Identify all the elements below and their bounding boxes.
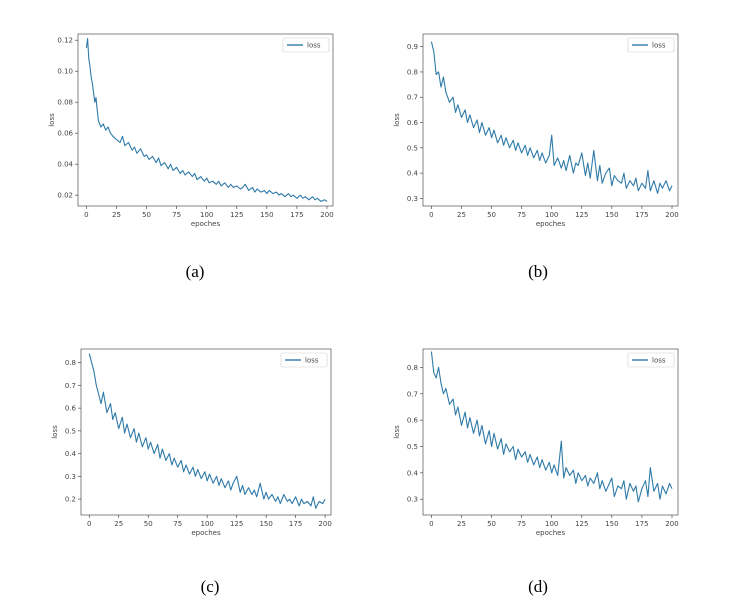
series-line-loss <box>88 353 326 509</box>
x-tick-label: 175 <box>289 520 302 528</box>
legend-box <box>627 37 675 53</box>
plot-frame <box>422 348 679 516</box>
y-tick-label: 0.6 <box>65 405 77 413</box>
x-tick-label: 175 <box>635 211 648 219</box>
y-tick-label: 0.7 <box>407 94 418 102</box>
caption-c: (c) <box>200 577 220 596</box>
y-axis-label: loss <box>393 113 401 127</box>
legend-box <box>282 37 330 53</box>
caption-a: (a) <box>185 262 205 281</box>
chart-panel-b: 0 25 50 75 100 125 150 175 200 0.9 0.8 0.7 0.6 0.5 0.4… <box>383 28 693 238</box>
chart-svg: 0 25 50 75 100 125 150 175 200 0.12 0.10 0.08 0.06 0.… <box>48 33 334 228</box>
y-tick-label: 0.4 <box>407 469 419 477</box>
y-tick-label: 0.5 <box>407 144 418 152</box>
x-tick-label: 25 <box>114 520 123 528</box>
x-tick-label: 100 <box>545 520 558 528</box>
y-tick-label: 0.08 <box>57 99 73 107</box>
x-axis-label: epoches <box>536 529 566 537</box>
x-tick-label: 0 <box>84 211 88 219</box>
chart-svg: 0 25 50 75 100 125 150 175 200 0.8 0.7 0.6 0.5 0.4 0.3… <box>393 348 679 537</box>
y-tick-label: 0.9 <box>407 43 418 51</box>
y-tick-label: 0.8 <box>407 364 418 372</box>
x-tick-label: 50 <box>487 211 496 219</box>
x-tick-label: 150 <box>605 520 618 528</box>
legend-box <box>627 352 675 368</box>
x-tick-label: 75 <box>172 211 181 219</box>
y-tick-label: 0.5 <box>407 443 418 451</box>
x-tick-label: 100 <box>200 211 213 219</box>
legend-label: loss <box>307 42 321 50</box>
legend-box <box>280 352 328 368</box>
chart-panel-a: 0 25 50 75 100 125 150 175 200 0.12 0.10 0.08 0.06 0.… <box>38 28 348 238</box>
y-tick-label: 0.3 <box>407 195 418 203</box>
x-tick-label: 100 <box>545 211 558 219</box>
x-tick-label: 125 <box>575 520 588 528</box>
y-tick-label: 0.8 <box>65 359 76 367</box>
legend-label: loss <box>652 357 666 365</box>
series-line-loss <box>430 351 673 503</box>
x-tick-label: 0 <box>429 211 433 219</box>
x-tick-label: 125 <box>230 520 243 528</box>
x-tick-label: 150 <box>259 520 272 528</box>
y-tick-label: 0.7 <box>407 390 418 398</box>
x-tick-label: 50 <box>487 520 496 528</box>
series-line-loss <box>430 41 673 194</box>
caption-b: (b) <box>528 262 548 281</box>
x-tick-label: 75 <box>517 520 526 528</box>
x-axis-label: epoches <box>536 220 566 228</box>
y-axis-label: loss <box>393 425 401 439</box>
y-tick-label: 0.06 <box>57 130 73 138</box>
y-tick-label: 0.5 <box>65 427 76 435</box>
x-tick-label: 175 <box>290 211 303 219</box>
legend-label: loss <box>305 357 319 365</box>
legend-label: loss <box>652 42 666 50</box>
x-tick-label: 125 <box>230 211 243 219</box>
x-axis-label: epoches <box>191 220 221 228</box>
y-axis-label: loss <box>48 113 56 127</box>
x-tick-label: 125 <box>575 211 588 219</box>
y-tick-label: 0.3 <box>65 473 76 481</box>
x-tick-label: 100 <box>200 520 213 528</box>
x-tick-label: 200 <box>665 211 678 219</box>
x-axis-label: epoches <box>191 529 221 537</box>
x-tick-label: 25 <box>457 520 466 528</box>
x-tick-label: 25 <box>457 211 466 219</box>
x-tick-label: 0 <box>429 520 433 528</box>
x-tick-label: 50 <box>142 211 151 219</box>
y-tick-label: 0.12 <box>57 37 73 45</box>
plot-frame <box>80 348 332 516</box>
y-tick-label: 0.10 <box>57 68 73 76</box>
y-tick-label: 0.3 <box>407 496 418 504</box>
x-tick-label: 50 <box>144 520 153 528</box>
x-tick-label: 75 <box>517 211 526 219</box>
y-tick-label: 0.6 <box>407 119 419 127</box>
chart-svg: 0 25 50 75 100 125 150 175 200 0.9 0.8 0.7 0.6 0.5 0.4… <box>393 33 679 228</box>
plot-frame <box>422 33 679 207</box>
chart-panel-d: 0 25 50 75 100 125 150 175 200 0.8 0.7 0.6 0.5 0.4 0.3… <box>383 343 693 548</box>
x-tick-label: 200 <box>318 520 331 528</box>
x-tick-label: 200 <box>665 520 678 528</box>
x-tick-label: 25 <box>112 211 121 219</box>
chart-panel-c: 0 25 50 75 100 125 150 175 200 0.8 0.7 0.6 0.5 0.4 0.3… <box>46 343 346 548</box>
caption-d: (d) <box>528 577 548 596</box>
y-tick-label: 0.4 <box>407 170 419 178</box>
y-tick-label: 0.8 <box>407 68 418 76</box>
y-tick-label: 0.04 <box>57 161 73 169</box>
x-tick-label: 175 <box>635 520 648 528</box>
y-tick-label: 0.6 <box>407 417 419 425</box>
y-tick-label: 0.02 <box>57 192 73 200</box>
y-tick-label: 0.4 <box>65 450 77 458</box>
plot-frame <box>77 33 334 207</box>
y-tick-label: 0.7 <box>65 382 76 390</box>
x-tick-label: 0 <box>87 520 91 528</box>
series-line-loss <box>85 38 328 202</box>
y-axis-label: loss <box>51 425 59 439</box>
y-tick-label: 0.2 <box>65 496 76 504</box>
x-tick-label: 150 <box>260 211 273 219</box>
chart-svg: 0 25 50 75 100 125 150 175 200 0.8 0.7 0.6 0.5 0.4 0.3… <box>51 348 332 537</box>
x-tick-label: 200 <box>320 211 333 219</box>
x-tick-label: 75 <box>173 520 182 528</box>
x-tick-label: 150 <box>605 211 618 219</box>
